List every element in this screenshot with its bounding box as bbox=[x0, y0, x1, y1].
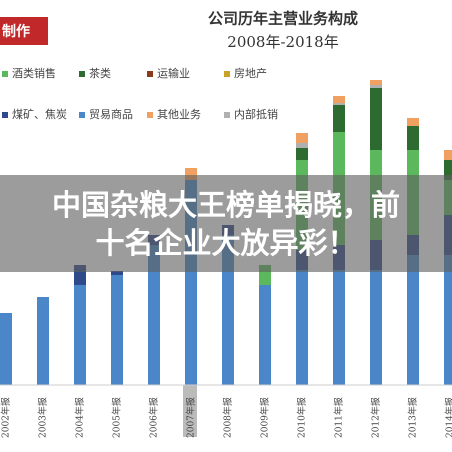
x-tick-label: 2006年报 bbox=[148, 397, 160, 438]
x-tick-label: 2007年报 bbox=[185, 397, 197, 438]
bar-segment bbox=[444, 150, 452, 160]
bar-segment bbox=[370, 85, 382, 88]
bar-segment bbox=[370, 88, 382, 150]
x-tick-label: 2014年报 bbox=[444, 397, 452, 438]
bar-segment bbox=[296, 148, 308, 160]
x-tick-label: 2013年报 bbox=[407, 397, 419, 438]
bar-segment bbox=[444, 160, 452, 180]
chart-subtitle: 2008年-2018年 bbox=[227, 33, 338, 51]
bar-segment bbox=[333, 103, 345, 105]
bar-segment bbox=[111, 271, 123, 275]
bar-segment bbox=[296, 143, 308, 148]
legend-swatch bbox=[147, 112, 153, 118]
legend-swatch bbox=[224, 71, 230, 77]
overlay: 中国杂粮大王榜单揭晓，前十名企业大放异彩！ bbox=[0, 175, 452, 272]
chart-title: 公司历年主营业务构成 bbox=[208, 10, 358, 28]
legend-label: 酒类销售 bbox=[12, 66, 56, 80]
bar-segment bbox=[333, 105, 345, 132]
legend-swatch bbox=[224, 112, 230, 118]
legend-label: 煤矿、焦炭 bbox=[12, 108, 67, 121]
bar-segment bbox=[148, 245, 160, 385]
x-tick-label: 2008年报 bbox=[222, 397, 234, 438]
bar-segment bbox=[296, 133, 308, 143]
bar-segment bbox=[222, 235, 234, 385]
x-tick-label: 2005年报 bbox=[111, 397, 123, 438]
bar-segment bbox=[370, 80, 382, 85]
x-tick-label: 2009年报 bbox=[259, 397, 271, 438]
legend-swatch bbox=[2, 71, 8, 77]
bar-segment bbox=[444, 255, 452, 385]
bar-segment bbox=[0, 313, 12, 385]
bar-segment bbox=[370, 270, 382, 385]
legend-label: 内部抵销 bbox=[234, 107, 278, 121]
x-tick-label: 2004年报 bbox=[74, 397, 86, 438]
x-tick-label: 2011年报 bbox=[333, 397, 345, 438]
legend-label: 茶类 bbox=[89, 66, 111, 80]
bar-segment bbox=[333, 270, 345, 385]
legend-label: 其他业务 bbox=[157, 108, 201, 121]
bar-segment bbox=[259, 285, 271, 385]
x-tick-label: 2003年报 bbox=[37, 397, 49, 438]
bar-segment bbox=[407, 255, 419, 385]
x-tick-label: 2010年报 bbox=[296, 397, 308, 438]
legend-swatch bbox=[79, 112, 85, 118]
legend-label: 房地产 bbox=[234, 66, 267, 80]
legend-label: 贸易商品 bbox=[89, 107, 133, 121]
x-tick-label: 2002年报 bbox=[0, 397, 12, 438]
badge-bg bbox=[0, 17, 48, 45]
bar-segment bbox=[111, 275, 123, 385]
highlight bbox=[183, 385, 197, 437]
overlay-title: 中国杂粮大王榜单揭晓，前十名企业大放异彩！ bbox=[51, 187, 400, 260]
bar-segment bbox=[407, 126, 419, 150]
legend-swatch bbox=[79, 71, 85, 77]
bar-segment bbox=[407, 118, 419, 126]
bar-segment bbox=[333, 96, 345, 103]
legend-swatch bbox=[147, 71, 153, 77]
legend-label: 运输业 bbox=[157, 66, 190, 80]
legend-swatch bbox=[2, 112, 8, 118]
badge: 制作 bbox=[2, 23, 30, 40]
x-tick-label: 2012年报 bbox=[370, 397, 382, 438]
bar-segment bbox=[37, 297, 49, 385]
bar-segment bbox=[74, 285, 86, 385]
bar-segment bbox=[296, 270, 308, 385]
